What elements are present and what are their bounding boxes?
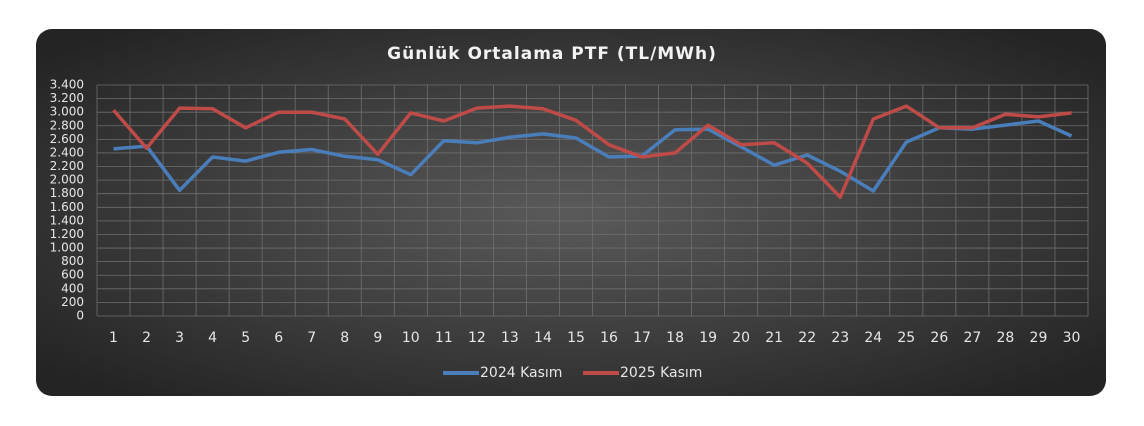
y-tick-label: 1.600 [50,200,84,214]
x-tick-label: 2 [142,330,151,346]
x-tick-label: 11 [435,330,453,346]
x-tick-label: 25 [897,330,915,346]
x-tick-label: 28 [997,330,1015,346]
y-tick-label: 600 [61,268,84,282]
x-tick-label: 19 [699,330,717,346]
x-tick-label: 22 [798,330,816,346]
legend-label: 2024 Kasım [480,365,562,381]
x-tick-label: 9 [373,330,382,346]
x-tick-label: 12 [468,330,486,346]
y-tick-label: 3.400 [50,78,84,92]
x-tick-label: 7 [307,330,316,346]
y-tick-label: 200 [61,295,84,309]
x-tick-label: 4 [208,330,217,346]
y-tick-label: 0 [76,309,84,323]
x-tick-label: 18 [666,330,684,346]
line-series [112,104,1072,199]
x-tick-label: 29 [1030,330,1048,346]
x-tick-label: 5 [241,330,250,346]
y-tick-label: 1.400 [50,213,84,227]
x-tick-label: 1 [109,330,118,346]
x-tick-label: 30 [1063,330,1081,346]
x-tick-label: 21 [765,330,783,346]
x-tick-label: 17 [633,330,651,346]
x-tick-label: 14 [534,330,552,346]
x-tick-label: 27 [963,330,981,346]
x-tick-label: 8 [340,330,349,346]
line-series [113,119,1073,193]
y-tick-label: 1.800 [50,186,84,200]
legend-label: 2025 Kasım [620,365,702,381]
y-tick-label: 3.000 [50,105,84,119]
y-tick-label: 3.200 [50,91,84,105]
y-tick-label: 400 [61,281,84,295]
y-tick-label: 2.200 [50,159,84,173]
x-tick-label: 24 [864,330,882,346]
y-tick-label: 1.000 [50,241,84,255]
y-tick-label: 2.000 [50,173,84,187]
x-tick-label: 26 [930,330,948,346]
x-tick-label: 15 [567,330,585,346]
y-tick-label: 2.400 [50,145,84,159]
x-tick-label: 13 [501,330,519,346]
chart-title: Günlük Ortalama PTF (TL/MWh) [387,44,717,64]
x-tick-label: 10 [402,330,420,346]
x-tick-label: 6 [274,330,283,346]
x-tick-label: 16 [600,330,618,346]
y-tick-label: 800 [61,254,84,268]
y-tick-label: 2.800 [50,118,84,132]
x-tick-label: 23 [831,330,849,346]
y-tick-label: 1.200 [50,227,84,241]
x-tick-label: 3 [175,330,184,346]
chart-background [36,29,1106,396]
y-tick-label: 2.600 [50,132,84,146]
x-tick-label: 20 [732,330,750,346]
